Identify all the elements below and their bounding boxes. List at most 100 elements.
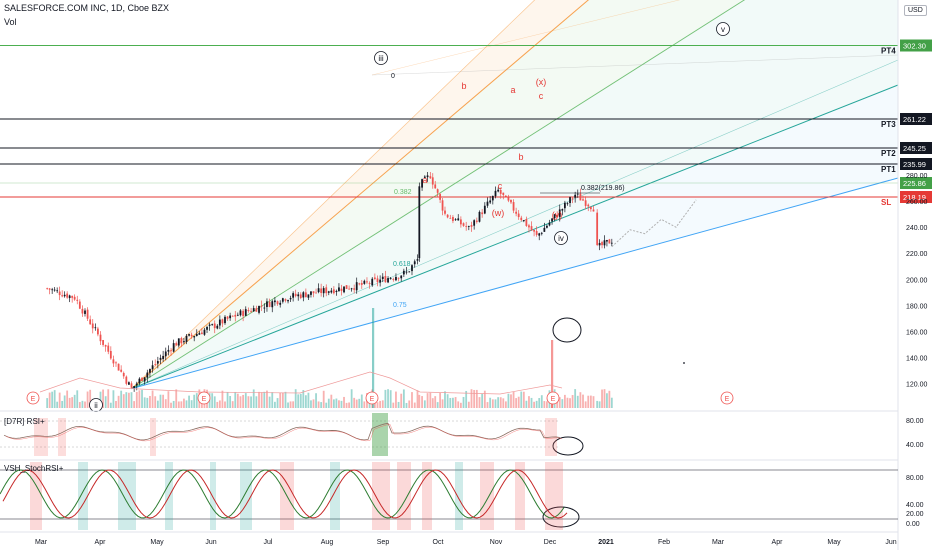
volume-bar xyxy=(180,401,183,408)
candle-body xyxy=(68,295,71,299)
volume-bar xyxy=(543,401,546,408)
candle-body xyxy=(379,279,382,283)
candle-body xyxy=(520,217,523,221)
volume-bar xyxy=(566,397,569,408)
volume-bar xyxy=(335,398,338,408)
price-tick-8: 280.00 xyxy=(906,173,928,180)
volume-bar xyxy=(434,396,437,408)
price-tick-0: 120.00 xyxy=(906,381,928,388)
volume-bar xyxy=(379,400,382,408)
volume-bar xyxy=(392,402,395,408)
candle-body xyxy=(360,283,363,285)
candle-body xyxy=(408,271,411,273)
candle-body xyxy=(584,200,587,206)
level-label-1: PT3 xyxy=(881,120,896,129)
candle-body xyxy=(213,323,216,329)
volume-bar xyxy=(216,401,219,408)
volume-bar xyxy=(338,400,340,408)
volume-bar xyxy=(310,400,312,408)
volume-bar xyxy=(73,394,76,408)
volume-bar xyxy=(332,399,335,408)
candle-body xyxy=(454,219,457,221)
candle-body xyxy=(504,195,507,197)
candle-body xyxy=(413,261,416,265)
candle-body xyxy=(198,333,201,335)
volume-bar xyxy=(120,390,123,408)
candle-body xyxy=(444,210,446,214)
volume-bar xyxy=(353,397,356,408)
volume-bar xyxy=(279,392,282,408)
candle-body xyxy=(66,293,69,298)
candle-body xyxy=(429,176,432,179)
candle-body xyxy=(436,189,439,193)
volume-bar xyxy=(138,390,141,408)
volume-bar xyxy=(574,389,577,408)
volume-bar xyxy=(507,393,510,408)
candle-body xyxy=(208,324,211,326)
volume-bar xyxy=(86,391,89,408)
volume-bar xyxy=(130,392,133,408)
volume-bar xyxy=(244,393,247,408)
price-tick-3: 180.00 xyxy=(906,303,928,310)
volume-bar xyxy=(107,389,110,408)
volume-bar xyxy=(533,401,535,408)
candle-body xyxy=(250,310,252,312)
candle-body xyxy=(138,378,141,384)
candle-body xyxy=(335,290,338,293)
candle-body xyxy=(582,199,584,201)
candle-body xyxy=(528,225,530,228)
candle-body xyxy=(601,242,603,246)
candle-body xyxy=(608,239,611,244)
candle-body xyxy=(517,213,520,218)
volume-bar xyxy=(252,389,255,408)
level-value-1: 261.22 xyxy=(903,115,926,124)
fan-ray-4 xyxy=(131,84,899,390)
volume-ma xyxy=(39,371,563,395)
currency-badge[interactable]: USD xyxy=(904,5,927,16)
candle-body xyxy=(242,310,245,317)
wave-label-iv: iv xyxy=(558,234,564,243)
candle-body xyxy=(317,288,320,293)
volume-bar xyxy=(156,400,159,408)
candle-body xyxy=(439,194,442,200)
candle-body xyxy=(325,287,328,294)
volume-bar xyxy=(66,390,69,408)
volume-bar xyxy=(395,391,397,408)
volume-bar xyxy=(598,401,601,408)
candle-body xyxy=(61,295,64,297)
volume-bar xyxy=(128,392,130,408)
candle-body xyxy=(97,328,99,335)
level-label-5: SL xyxy=(881,198,891,207)
candle-body xyxy=(180,338,183,344)
candle-body xyxy=(358,283,361,285)
volume-bar xyxy=(102,389,104,408)
candle-body xyxy=(457,218,460,221)
volume-bar xyxy=(46,398,49,408)
level-value-2: 245.25 xyxy=(903,144,926,153)
candle-body xyxy=(48,288,51,290)
candle-body xyxy=(561,209,564,211)
volume-bar xyxy=(402,389,405,408)
candle-body xyxy=(405,271,408,273)
time-tick-9: Dec xyxy=(544,539,557,546)
volume-bar xyxy=(449,397,452,408)
volume-bar xyxy=(104,396,107,408)
candle-body xyxy=(304,292,307,298)
volume-bar xyxy=(582,394,584,408)
volume-bar xyxy=(499,397,502,408)
candle-body xyxy=(294,293,297,297)
volume-bar xyxy=(302,390,305,408)
candle-body xyxy=(247,310,250,311)
volume-bar xyxy=(489,397,492,408)
volume-bar xyxy=(579,392,582,408)
volume-bar xyxy=(520,391,523,408)
candle-body xyxy=(395,276,397,281)
candle-body xyxy=(263,307,266,309)
volume-bar xyxy=(284,391,287,408)
volume-bar xyxy=(502,398,505,408)
stray-dot xyxy=(683,362,685,364)
candle-body xyxy=(418,186,421,259)
volume-bar xyxy=(135,391,138,408)
